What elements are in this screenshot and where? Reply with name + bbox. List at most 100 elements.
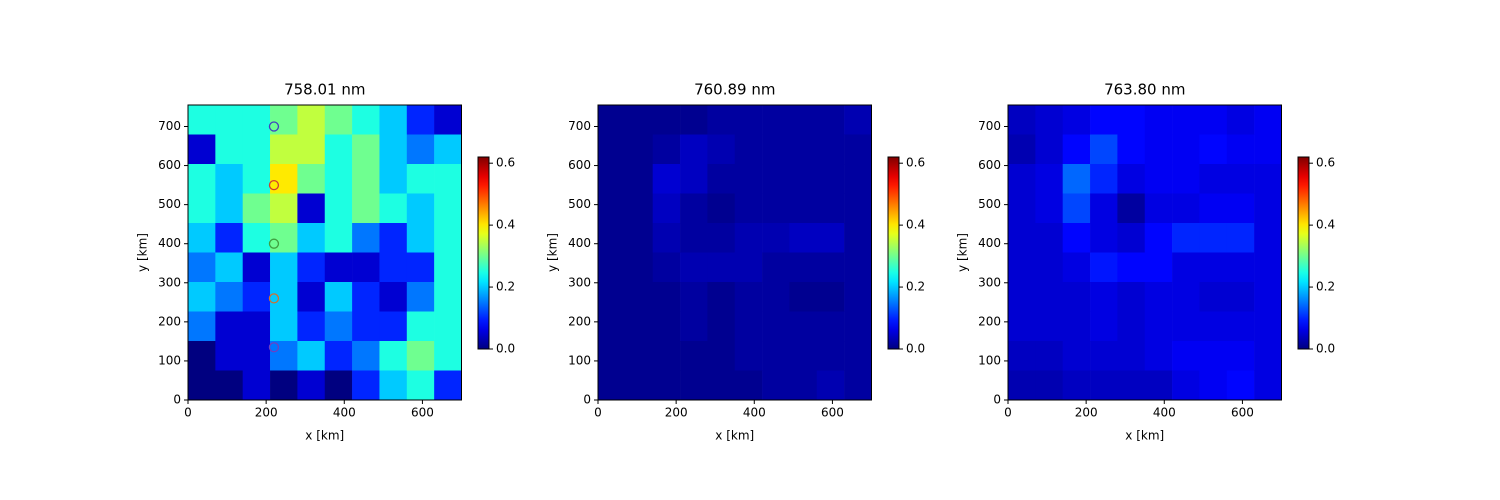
x-tick-label: 200	[665, 406, 688, 420]
heatmap-cell	[652, 311, 681, 342]
colorbar-tick-label: 0.2	[906, 280, 925, 294]
heatmap-cell	[270, 164, 298, 194]
heatmap-cell	[242, 164, 271, 194]
heatmap-cell	[406, 164, 435, 194]
heatmap-cell	[625, 370, 653, 401]
heatmap-cell	[270, 193, 298, 224]
heatmap-cell	[215, 311, 243, 342]
heatmap-cell	[1035, 370, 1063, 401]
heatmap-cell	[844, 252, 872, 283]
heatmap-cell	[1199, 105, 1228, 135]
heatmap-cell	[1172, 223, 1200, 253]
heatmap-cell	[734, 252, 763, 283]
heatmap-cell	[734, 105, 763, 135]
heatmap-cell	[270, 282, 298, 312]
heatmap-cell	[816, 164, 845, 194]
heatmap-cell	[188, 193, 216, 224]
heatmap-cell	[1090, 282, 1118, 312]
heatmap-cell	[242, 223, 271, 253]
y-tick-label: 0	[583, 393, 591, 407]
heatmap-cell	[1090, 311, 1118, 342]
heatmap-cell	[215, 193, 243, 224]
heatmap-cell	[734, 134, 763, 165]
heatmap-cell	[816, 193, 845, 224]
heatmap-cell	[1226, 105, 1255, 135]
y-tick-label: 500	[978, 197, 1001, 211]
heatmap-cell	[680, 105, 708, 135]
heatmap-cell	[1144, 134, 1173, 165]
y-tick-label: 700	[978, 119, 1001, 133]
heatmap-cell	[1008, 193, 1036, 224]
heatmap-cell	[406, 282, 435, 312]
heatmap-cell	[625, 311, 653, 342]
colorbar	[477, 156, 490, 350]
heatmap-cell	[734, 282, 763, 312]
heatmap-cell	[434, 164, 462, 194]
heatmap-cell	[1008, 223, 1036, 253]
y-axis-label: y [km]	[136, 233, 150, 272]
heatmap-cell	[598, 223, 626, 253]
heatmap-cell	[652, 134, 681, 165]
heatmap-cell	[1144, 223, 1173, 253]
heatmap-cell	[844, 223, 872, 253]
heatmap-cell	[297, 134, 326, 165]
heatmap-cell	[1226, 252, 1255, 283]
heatmap-cell	[352, 311, 380, 342]
heatmap-cell	[215, 282, 243, 312]
heatmap-cell	[297, 370, 326, 401]
heatmap-cell	[1062, 282, 1091, 312]
heatmap-cell	[1144, 341, 1173, 371]
heatmap-cell	[707, 164, 736, 194]
heatmap-cell	[734, 223, 763, 253]
heatmap-cell	[816, 341, 845, 371]
heatmap-cell	[598, 193, 626, 224]
heatmap-cell	[1008, 370, 1036, 401]
heatmap-cell	[1117, 105, 1146, 135]
heatmap-cell	[652, 341, 681, 371]
x-tick-label: 600	[411, 406, 434, 420]
x-axis-label: x [km]	[305, 429, 344, 443]
heatmap-cell	[188, 282, 216, 312]
heatmap-cell	[652, 282, 681, 312]
heatmap-cell	[1062, 370, 1091, 401]
heatmap-cell	[1254, 134, 1282, 165]
heatmap-cell	[789, 341, 818, 371]
heatmap-cell	[406, 341, 435, 371]
heatmap-cell	[1226, 341, 1255, 371]
heatmap-cell	[598, 105, 626, 135]
heatmap-cell	[844, 164, 872, 194]
heatmap-cell	[707, 341, 736, 371]
heatmap-cell	[1090, 193, 1118, 224]
heatmap-cell	[598, 341, 626, 371]
heatmap-cell	[215, 105, 243, 135]
heatmap-cell	[1199, 223, 1228, 253]
heatmap-cell	[297, 223, 326, 253]
y-tick-label: 600	[158, 158, 181, 172]
y-tick-label: 600	[568, 158, 591, 172]
heatmap-cell	[1062, 134, 1091, 165]
colorbar-tick-label: 0.0	[496, 342, 515, 356]
x-tick-label: 600	[821, 406, 844, 420]
heatmap-cell	[1117, 223, 1146, 253]
heatmap-cell	[652, 164, 681, 194]
marker	[268, 179, 280, 191]
heatmap-cell	[1144, 193, 1173, 224]
heatmap-cell	[1090, 164, 1118, 194]
colorbar-tick-label: 0.0	[1316, 342, 1335, 356]
heatmap-cell	[1062, 341, 1091, 371]
axes-frame	[597, 104, 872, 401]
heatmap-cell	[1008, 105, 1036, 135]
heatmap-cell	[598, 370, 626, 401]
x-tick-label: 400	[1153, 406, 1176, 420]
heatmap-cell	[789, 105, 818, 135]
heatmap-cell	[1226, 370, 1255, 401]
chart-title: 763.80 nm	[1104, 81, 1185, 99]
heatmap-cell	[762, 282, 790, 312]
heatmap-cell	[762, 370, 790, 401]
heatmap-cell	[1117, 311, 1146, 342]
heatmap-cell	[215, 252, 243, 283]
heatmap-cell	[1035, 134, 1063, 165]
heatmap-cell	[1035, 311, 1063, 342]
heatmap-cell	[707, 311, 736, 342]
